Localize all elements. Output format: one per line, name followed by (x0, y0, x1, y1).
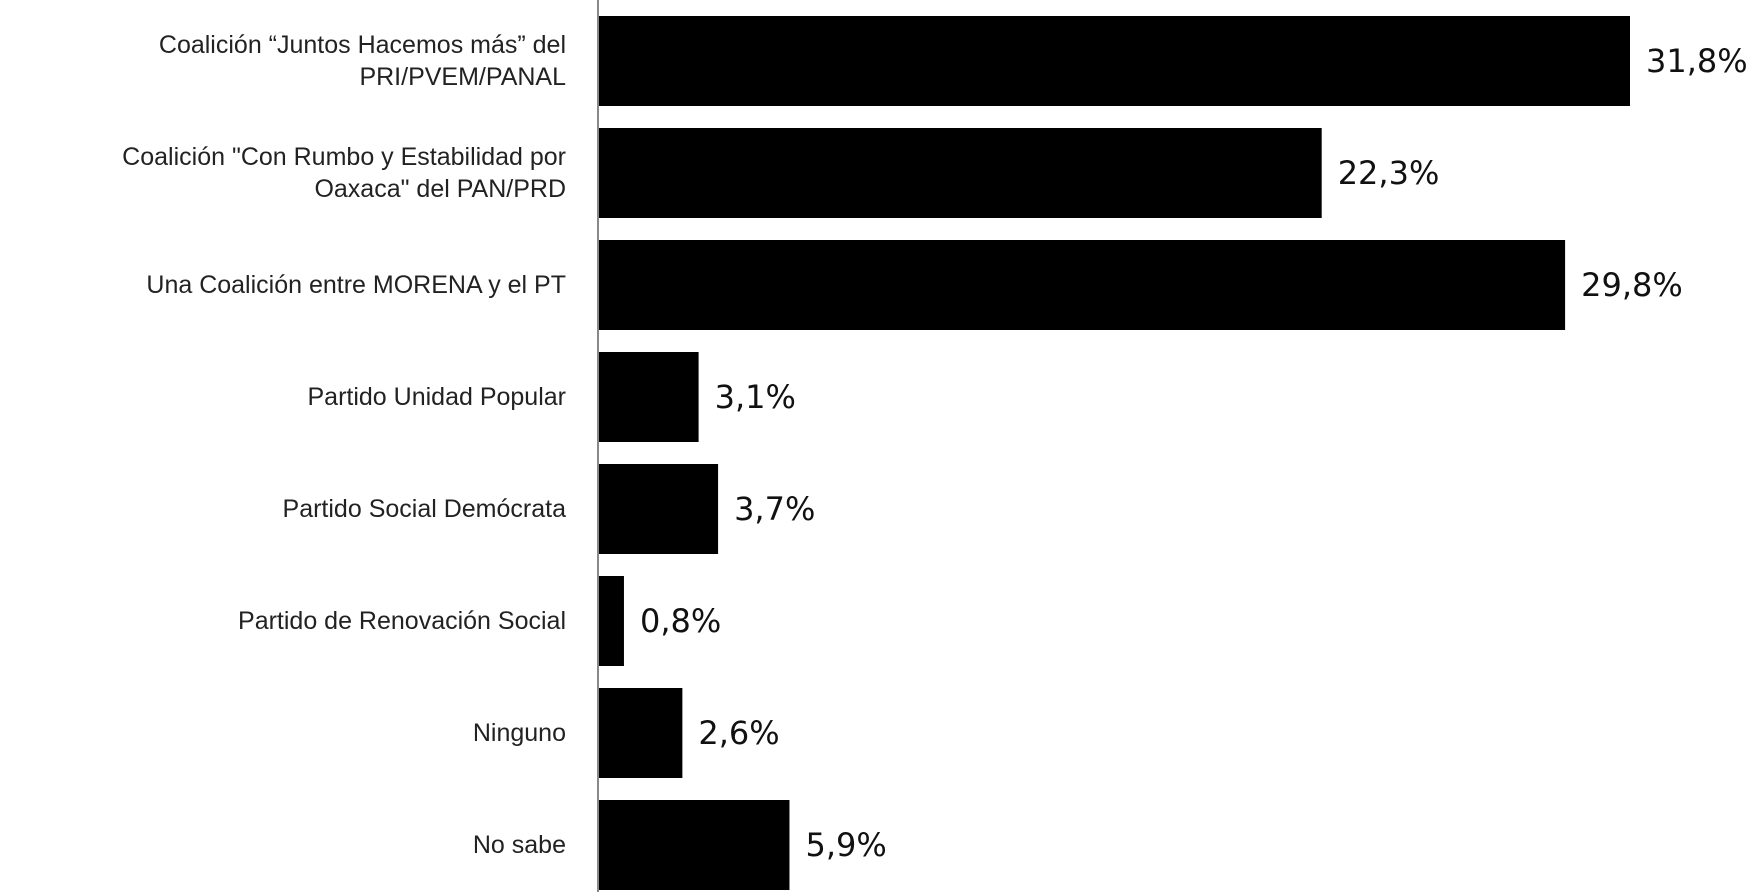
bar-5 (598, 464, 719, 554)
bar-3 (598, 240, 1566, 330)
value-label-3: 29,8% (1581, 266, 1683, 304)
category-label-5: Partido Social Demócrata (283, 495, 567, 523)
bar-4 (598, 352, 699, 442)
value-label-1: 31,8% (1646, 42, 1748, 80)
value-label-8: 5,9% (805, 826, 886, 864)
category-label-4: Partido Unidad Popular (308, 383, 567, 411)
bars-group (598, 16, 1630, 890)
category-label-3: Una Coalición entre MORENA y el PT (146, 271, 566, 299)
bar-7 (598, 688, 683, 778)
category-label-line: Partido Unidad Popular (308, 383, 567, 411)
category-label-line: Coalición "Con Rumbo y Estabilidad por (122, 143, 566, 171)
value-label-7: 2,6% (698, 714, 779, 752)
category-label-6: Partido de Renovación Social (238, 607, 566, 635)
bar-6 (598, 576, 624, 666)
category-labels-group: Coalición “Juntos Hacemos más” del PRI/PV… (122, 31, 566, 859)
value-label-4: 3,1% (715, 378, 796, 416)
value-label-5: 3,7% (734, 490, 815, 528)
category-label-line: Partido de Renovación Social (238, 607, 566, 635)
bar-1 (598, 16, 1630, 106)
value-labels-group: 31,8% 22,3% 29,8% 3,1% 3,7% 0,8% 2,6% 5,9% (640, 42, 1748, 864)
bar-2 (598, 128, 1322, 218)
category-label-2: Coalición "Con Rumbo y Estabilidad por Oa… (122, 143, 566, 203)
category-label-line: Ninguno (473, 719, 566, 747)
value-label-6: 0,8% (640, 602, 721, 640)
category-label-line: PRI/PVEM/PANAL (359, 63, 566, 91)
category-label-line: No sabe (473, 831, 566, 859)
category-label-1: Coalición “Juntos Hacemos más” del PRI/PV… (159, 31, 566, 91)
category-label-7: Ninguno (473, 719, 566, 747)
category-label-8: No sabe (473, 831, 566, 859)
bar-8 (598, 800, 790, 890)
category-label-line: Oaxaca" del PAN/PRD (314, 175, 566, 203)
category-label-line: Partido Social Demócrata (283, 495, 567, 523)
category-label-line: Una Coalición entre MORENA y el PT (146, 271, 566, 299)
value-label-2: 22,3% (1338, 154, 1440, 192)
category-label-line: Coalición “Juntos Hacemos más” del (159, 31, 566, 59)
